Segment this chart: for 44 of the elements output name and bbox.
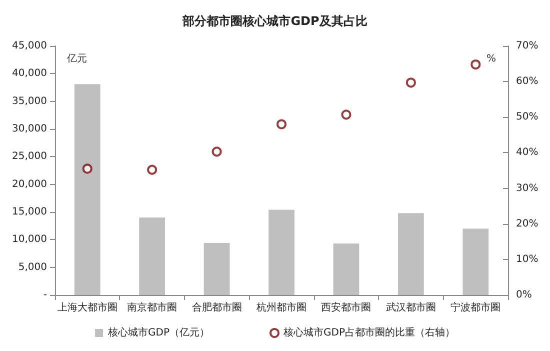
bar <box>333 244 360 295</box>
bar <box>204 242 230 295</box>
point <box>406 78 416 88</box>
y-axis-title: 亿元 <box>66 54 87 64</box>
y-tick-label: 25,000 <box>12 151 47 162</box>
x-tick-label: 宁波都市圈 <box>450 302 501 314</box>
y-tick-label: 40,000 <box>12 68 47 80</box>
y2-tick-label: 60% <box>516 76 538 88</box>
y2-tick-label: 0% <box>516 290 532 300</box>
point <box>341 110 352 120</box>
x-tick-label: 武汉都市圈 <box>386 302 436 314</box>
y-tick-label: 30,000 <box>12 124 47 134</box>
y2-axis-title: % <box>486 54 496 64</box>
x-tick-label: 西安都市圈 <box>321 302 372 314</box>
legend-label: 核心城市GDP（亿元） <box>107 326 210 338</box>
y2-tick-label: 70% <box>516 40 538 52</box>
y2-tick-label: 10% <box>516 254 538 265</box>
point <box>212 146 222 157</box>
y-tick-label: 10,000 <box>12 234 47 246</box>
bar <box>268 210 294 295</box>
y-tick-label: 5,000 <box>18 262 47 273</box>
legend-label: 核心城市GDP占都市圈的比重（右轴） <box>282 326 455 338</box>
y-tick-label: - <box>43 290 48 300</box>
y2-tick-label: 50% <box>516 112 538 123</box>
bar <box>462 228 489 295</box>
bar <box>139 218 166 295</box>
point <box>147 164 158 175</box>
y2-tick-label: 20% <box>516 218 538 230</box>
x-tick-label: 上海大都市圈 <box>57 302 118 314</box>
y-tick-label: 20,000 <box>12 178 47 190</box>
point <box>82 164 92 174</box>
point <box>276 119 286 130</box>
chart-title: 部分都市圈核心城市GDP及其占比 <box>182 14 368 28</box>
x-tick-label: 南京都市圈 <box>127 302 178 314</box>
x-tick-label: 杭州都市圈 <box>256 302 306 314</box>
point <box>470 60 481 70</box>
y2-tick-label: 40% <box>516 147 538 158</box>
y-tick-label: 35,000 <box>12 96 47 107</box>
y-tick-label: 15,000 <box>12 206 47 218</box>
x-tick-label: 合肥都市圈 <box>192 302 242 314</box>
y2-tick-label: 30% <box>516 182 538 194</box>
bar <box>398 213 424 295</box>
y-tick-label: 45,000 <box>12 40 47 52</box>
bar <box>74 84 100 295</box>
